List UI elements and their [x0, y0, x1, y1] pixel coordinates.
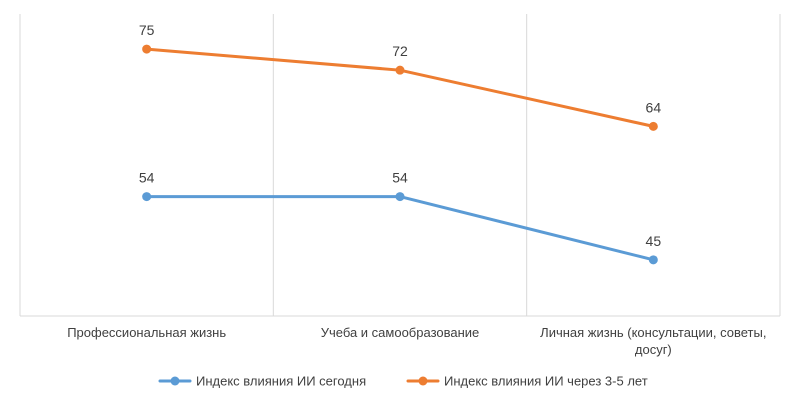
series-line	[145, 47, 655, 128]
data-point	[142, 44, 152, 54]
x-tick-label: Учеба и самообразование	[321, 325, 480, 340]
legend-marker	[170, 376, 180, 386]
data-label: 54	[392, 170, 408, 186]
data-label: 45	[646, 233, 662, 249]
legend-label: Индекс влияния ИИ через 3-5 лет	[444, 374, 648, 389]
data-point	[395, 65, 405, 75]
legend-label: Индекс влияния ИИ сегодня	[196, 374, 366, 389]
x-tick-label: Личная жизнь (консультации, советы, досуг…	[540, 325, 766, 357]
legend-marker	[418, 376, 428, 386]
data-point	[648, 121, 658, 131]
data-point	[142, 192, 152, 202]
data-label: 54	[139, 170, 155, 186]
data-label: 72	[392, 43, 408, 59]
data-point	[648, 255, 658, 265]
series-line	[145, 195, 655, 262]
x-tick-label: Профессиональная жизнь	[67, 325, 226, 340]
data-point	[395, 192, 405, 202]
data-label: 75	[139, 22, 155, 38]
data-label: 64	[646, 99, 662, 115]
